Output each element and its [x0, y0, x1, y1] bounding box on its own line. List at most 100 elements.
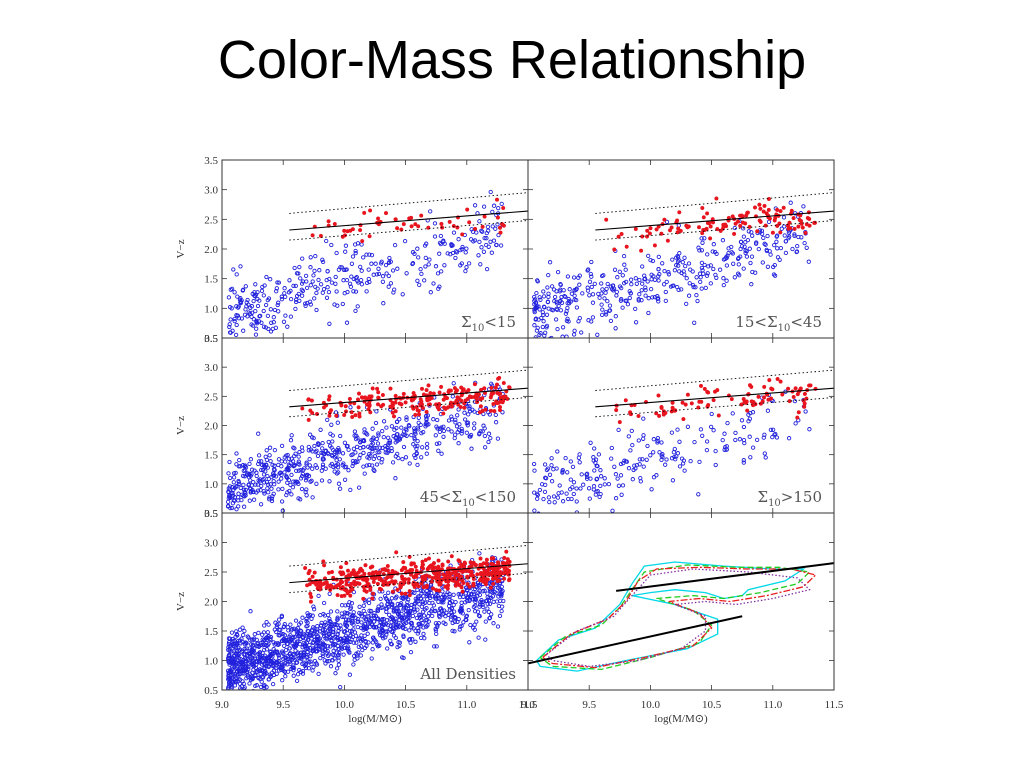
blue-galaxy-point — [648, 257, 653, 263]
blue-galaxy-point — [410, 613, 416, 619]
blue-galaxy-point — [485, 591, 490, 596]
blue-galaxy-point — [364, 289, 369, 294]
y-tick-label: 1.0 — [204, 303, 218, 315]
blue-galaxy-point — [613, 472, 619, 477]
blue-galaxy-point — [226, 471, 231, 476]
blue-galaxy-point — [348, 606, 353, 612]
red-galaxy-point — [478, 556, 483, 561]
blue-galaxy-point — [272, 447, 278, 453]
blue-galaxy-point — [348, 633, 353, 639]
red-galaxy-point — [460, 589, 465, 594]
blue-galaxy-point — [560, 470, 565, 475]
blue-galaxy-point — [247, 472, 252, 477]
blue-galaxy-point — [329, 422, 334, 427]
blue-galaxy-point — [293, 306, 298, 312]
red-galaxy-point — [370, 596, 375, 601]
blue-galaxy-point — [572, 297, 577, 302]
blue-galaxy-point — [411, 604, 417, 609]
red-galaxy-point — [414, 405, 419, 410]
red-galaxy-point — [358, 228, 363, 233]
red-galaxy-point — [485, 568, 490, 573]
blue-galaxy-point — [458, 610, 463, 615]
blue-galaxy-point — [382, 593, 388, 599]
blue-galaxy-point — [275, 302, 280, 308]
blue-galaxy-point — [541, 496, 546, 502]
blue-galaxy-point — [255, 641, 260, 646]
blue-galaxy-point — [274, 624, 279, 629]
blue-galaxy-point — [299, 281, 305, 286]
red-galaxy-point — [480, 224, 485, 229]
blue-galaxy-point — [704, 447, 710, 453]
blue-galaxy-point — [269, 486, 274, 491]
blue-galaxy-point — [607, 303, 613, 308]
blue-galaxy-point — [285, 625, 290, 630]
blue-galaxy-point — [270, 326, 275, 332]
blue-galaxy-point — [606, 481, 612, 487]
blue-galaxy-point — [238, 299, 243, 304]
blue-galaxy-point — [338, 265, 343, 270]
blue-galaxy-point — [674, 263, 679, 268]
blue-galaxy-point — [605, 281, 610, 287]
blue-galaxy-point — [412, 609, 417, 614]
blue-galaxy-point — [546, 495, 552, 500]
blue-galaxy-point — [561, 288, 566, 293]
blue-galaxy-point — [255, 303, 261, 309]
blue-galaxy-point — [793, 421, 798, 426]
blue-galaxy-point — [248, 305, 253, 310]
blue-galaxy-point — [618, 473, 624, 478]
blue-galaxy-point — [236, 304, 241, 309]
blue-galaxy-point — [763, 455, 768, 460]
blue-galaxy-point — [741, 424, 747, 430]
blue-galaxy-point — [289, 628, 294, 633]
blue-galaxy-point — [388, 638, 393, 643]
blue-galaxy-point — [572, 328, 577, 333]
blue-galaxy-point — [497, 387, 503, 392]
red-galaxy-point — [488, 408, 493, 413]
blue-galaxy-point — [480, 429, 485, 434]
red-galaxy-point — [335, 593, 340, 598]
blue-galaxy-point — [226, 295, 232, 300]
blue-galaxy-point — [268, 277, 273, 282]
blue-galaxy-point — [586, 486, 592, 491]
blue-galaxy-point — [621, 253, 627, 259]
red-galaxy-point — [683, 402, 688, 407]
blue-galaxy-point — [459, 600, 464, 605]
blue-galaxy-point — [553, 317, 559, 322]
blue-galaxy-point — [307, 456, 312, 462]
blue-galaxy-point — [770, 427, 776, 432]
blue-galaxy-point — [588, 271, 593, 277]
blue-galaxy-point — [486, 439, 491, 445]
red-galaxy-point — [623, 398, 628, 403]
blue-galaxy-point — [274, 659, 280, 664]
blue-galaxy-point — [571, 332, 577, 337]
blue-galaxy-point — [687, 281, 692, 286]
blue-galaxy-point — [615, 275, 620, 280]
blue-galaxy-point — [346, 468, 351, 473]
blue-galaxy-point — [672, 268, 678, 273]
blue-galaxy-point — [268, 637, 273, 643]
blue-galaxy-point — [350, 254, 356, 259]
blue-galaxy-point — [365, 631, 370, 636]
red-galaxy-point — [425, 396, 430, 401]
blue-galaxy-point — [244, 656, 249, 661]
blue-galaxy-point — [266, 326, 271, 332]
blue-galaxy-point — [299, 293, 305, 298]
blue-galaxy-point — [463, 600, 468, 605]
blue-galaxy-point — [479, 245, 484, 250]
plot-area — [528, 561, 834, 672]
blue-galaxy-point — [422, 243, 428, 248]
red-galaxy-point — [420, 405, 425, 410]
blue-galaxy-point — [692, 439, 697, 445]
red-galaxy-point — [344, 578, 349, 584]
blue-galaxy-point — [681, 458, 687, 463]
blue-galaxy-point — [412, 426, 417, 431]
blue-galaxy-point — [341, 614, 346, 619]
blue-galaxy-point — [731, 261, 736, 266]
blue-galaxy-point — [263, 302, 269, 308]
blue-galaxy-point — [258, 676, 263, 682]
blue-galaxy-point — [397, 417, 402, 422]
blue-galaxy-point — [310, 668, 315, 673]
blue-galaxy-point — [334, 463, 339, 468]
blue-galaxy-point — [554, 466, 559, 471]
